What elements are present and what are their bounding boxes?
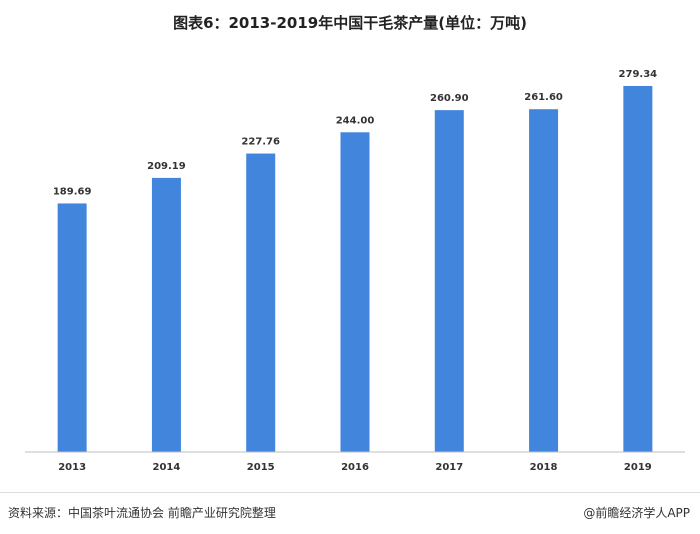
x-tick-label-2015: 2015 [247, 462, 275, 473]
bar-2016 [340, 132, 370, 452]
value-label-2018: 261.60 [524, 92, 563, 103]
x-tick-label-2016: 2016 [341, 462, 369, 473]
footer-divider [0, 492, 700, 493]
bar-2014 [151, 177, 181, 452]
value-label-2013: 189.69 [53, 186, 92, 197]
bar-2013 [57, 203, 87, 452]
x-tick-labels-layer: 2013 2014 2015 2016 2017 2018 2019 [58, 462, 652, 473]
x-tick-label-2017: 2017 [435, 462, 463, 473]
bar-2019 [623, 85, 653, 453]
bar-2018 [529, 109, 559, 452]
bar-2017 [434, 110, 464, 452]
bar-2015 [246, 153, 276, 453]
x-tick-label-2013: 2013 [58, 462, 86, 473]
source-note: 资料来源：中国茶叶流通协会 前瞻产业研究院整理 [8, 506, 276, 520]
value-label-2015: 227.76 [241, 137, 280, 148]
value-label-2019: 279.34 [619, 69, 658, 80]
bars-layer [57, 85, 653, 453]
value-label-2014: 209.19 [147, 161, 186, 172]
x-tick-label-2018: 2018 [530, 462, 558, 473]
value-labels-layer: 189.69 209.19 227.76 244.00 260.90 261.60 279.… [53, 69, 657, 197]
value-label-2017: 260.90 [430, 93, 469, 104]
app-watermark: @前瞻经济学人APP [583, 506, 690, 520]
value-label-2016: 244.00 [336, 115, 375, 126]
chart-title: 图表6：2013-2019年中国干毛茶产量(单位：万吨) [173, 14, 527, 32]
x-tick-label-2019: 2019 [624, 462, 652, 473]
x-tick-label-2014: 2014 [153, 462, 181, 473]
